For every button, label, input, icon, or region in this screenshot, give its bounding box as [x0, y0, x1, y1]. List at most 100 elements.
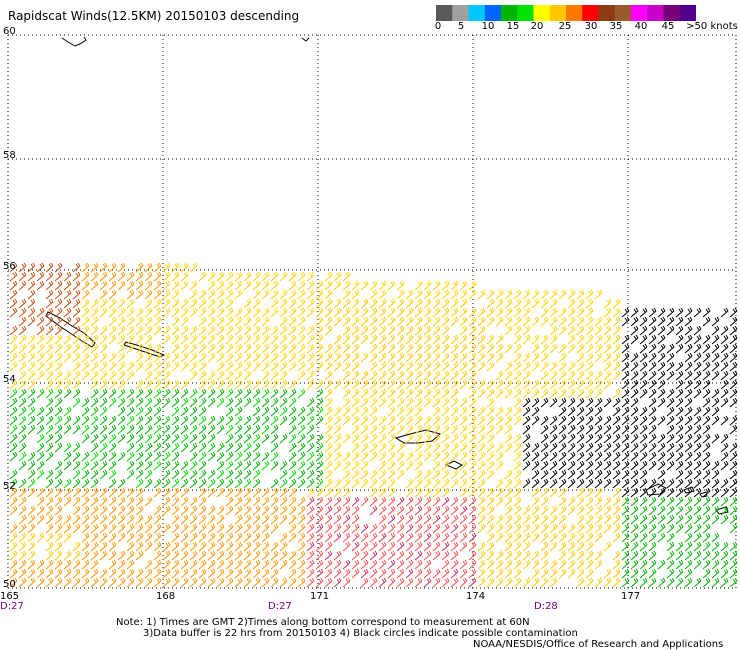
wind-barb	[36, 505, 45, 516]
wind-barb	[18, 523, 27, 534]
wind-barb	[486, 487, 495, 498]
wind-barb	[432, 352, 441, 363]
wind-barb	[594, 523, 603, 534]
wind-barb	[378, 550, 387, 561]
wind-barb	[72, 424, 81, 435]
wind-barb	[45, 298, 54, 309]
wind-barb	[135, 496, 144, 507]
wind-barb	[468, 352, 477, 363]
wind-barb	[387, 361, 396, 372]
wind-barb	[495, 343, 504, 354]
wind-barb	[252, 289, 261, 300]
wind-barb	[612, 325, 621, 336]
wind-barb	[135, 505, 144, 516]
wind-barb	[540, 451, 549, 462]
wind-barb	[495, 460, 504, 471]
wind-barb	[432, 370, 441, 381]
wind-barb	[189, 568, 198, 579]
wind-barb	[261, 316, 270, 327]
wind-barb	[648, 370, 657, 381]
wind-barb	[423, 433, 432, 444]
wind-barb	[603, 541, 612, 552]
wind-barb	[558, 415, 567, 426]
wind-barb	[468, 280, 477, 291]
wind-barb	[261, 550, 270, 561]
wind-barb	[162, 469, 171, 480]
wind-barb	[288, 415, 297, 426]
wind-barb	[243, 307, 252, 318]
wind-barb	[261, 487, 270, 498]
wind-barb	[45, 532, 54, 543]
wind-barb	[36, 280, 45, 291]
wind-barb	[558, 514, 567, 525]
wind-barb	[369, 370, 378, 381]
wind-barb	[648, 514, 657, 525]
wind-barb	[252, 469, 261, 480]
wind-barb	[306, 577, 315, 588]
wind-barb	[477, 541, 486, 552]
wind-barb	[126, 568, 135, 579]
wind-barb	[495, 316, 504, 327]
wind-barb	[315, 568, 324, 579]
wind-barb	[657, 523, 666, 534]
wind-barb	[288, 316, 297, 327]
wind-barb	[198, 361, 207, 372]
wind-barb	[216, 415, 225, 426]
wind-barb	[333, 568, 342, 579]
wind-barb	[108, 370, 117, 381]
wind-barb	[81, 307, 90, 318]
wind-barb	[549, 559, 558, 570]
wind-barb	[423, 361, 432, 372]
wind-barb	[72, 334, 81, 345]
wind-barb	[675, 334, 684, 345]
wind-barb	[63, 352, 72, 363]
wind-barb	[18, 559, 27, 570]
wind-barb	[27, 343, 36, 354]
wind-barb	[270, 397, 279, 408]
wind-barb	[567, 523, 576, 534]
wind-barb	[9, 388, 18, 399]
wind-barb	[441, 379, 450, 390]
wind-barb	[54, 334, 63, 345]
wind-barb	[450, 550, 459, 561]
wind-barb	[153, 316, 162, 327]
wind-barb	[297, 307, 306, 318]
wind-barb	[477, 325, 486, 336]
wind-barb	[657, 460, 666, 471]
colorbar-swatch	[484, 5, 502, 21]
wind-barb	[9, 424, 18, 435]
wind-barb	[369, 433, 378, 444]
wind-barb	[153, 532, 162, 543]
wind-barb	[468, 424, 477, 435]
wind-barb	[450, 397, 459, 408]
wind-barb	[603, 343, 612, 354]
wind-barb	[468, 451, 477, 462]
wind-barb	[234, 406, 243, 417]
wind-barb	[117, 514, 126, 525]
wind-barb	[81, 397, 90, 408]
wind-barb	[63, 406, 72, 417]
wind-barb	[531, 406, 540, 417]
wind-barb	[504, 433, 513, 444]
wind-barb	[198, 442, 207, 453]
wind-barb	[594, 460, 603, 471]
wind-barb	[9, 334, 18, 345]
wind-barb	[90, 577, 99, 588]
wind-barb	[324, 514, 333, 525]
wind-barb	[189, 559, 198, 570]
wind-barb	[72, 469, 81, 480]
wind-barb	[576, 397, 585, 408]
wind-barb	[450, 559, 459, 570]
colorbar-label: 5	[457, 21, 465, 32]
wind-barb	[693, 478, 702, 489]
wind-barb	[540, 442, 549, 453]
wind-barb	[378, 289, 387, 300]
wind-barb	[603, 451, 612, 462]
wind-barb	[702, 316, 711, 327]
wind-barb	[63, 559, 72, 570]
wind-barb	[693, 307, 702, 318]
wind-barb	[594, 469, 603, 480]
wind-barb	[585, 415, 594, 426]
wind-barb	[387, 406, 396, 417]
wind-barb	[360, 307, 369, 318]
